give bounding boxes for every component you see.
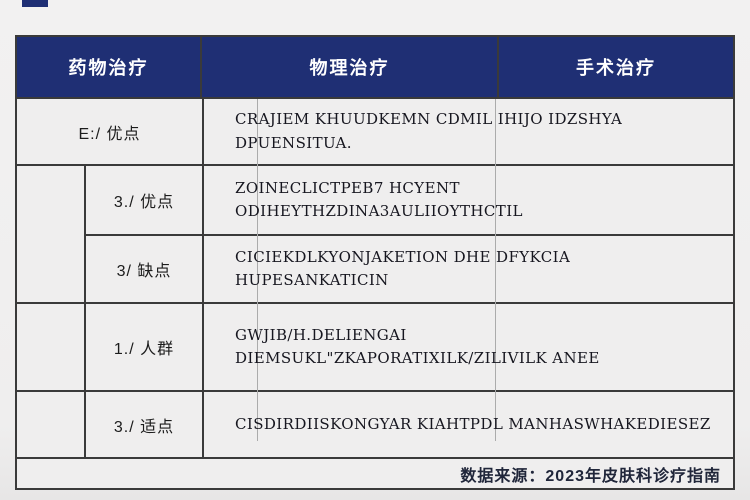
row-content: CRAJIEM KHUUDKEMN CDMIL IHIJO IDZSHYA DP…: [204, 99, 733, 164]
header-physical-therapy: 物理治疗: [202, 37, 499, 97]
row-content: GWJIB/H.DELIENGAI DIEMSUKL"ZKAPORATIXILK…: [204, 304, 733, 390]
table-header-row: 药物治疗 物理治疗 手术治疗: [17, 37, 733, 97]
row-content-text: CISDIRDIISKONGYAR KIAHTPDL MANHASWHAKEDI…: [235, 414, 711, 433]
row-label: 3./ 适点: [86, 392, 202, 457]
row-label: 1./ 人群: [86, 304, 202, 390]
row-content-text: ZOINECLICTPEB7 HCYENT ODIHEYTHZDINA3AULI…: [235, 178, 523, 220]
row-content-text: CRAJIEM KHUUDKEMN CDMIL IHIJO IDZSHYA DP…: [235, 110, 623, 152]
row-group-spacer: [17, 166, 84, 302]
row-label: 3./ 优点: [86, 166, 202, 234]
row-content-text: CICIEKDLKYONJAKETION DHE DFYKCIA HUPESAN…: [235, 247, 571, 289]
treatment-comparison-table: 药物治疗 物理治疗 手术治疗 E:/ 优点 CRAJIEM KHUUDKEMN …: [15, 35, 735, 490]
data-source-note: 数据来源：2023年皮肤科诊疗指南: [17, 459, 733, 488]
table-body: E:/ 优点 CRAJIEM KHUUDKEMN CDMIL IHIJO IDZ…: [17, 97, 733, 488]
row-content: CISDIRDIISKONGYAR KIAHTPDL MANHASWHAKEDI…: [204, 392, 733, 457]
row-label: 3/ 缺点: [86, 236, 202, 302]
page-edge-decoration: [22, 0, 48, 7]
row-content-text: GWJIB/H.DELIENGAI DIEMSUKL"ZKAPORATIXILK…: [235, 325, 600, 367]
row-spacer: [17, 392, 84, 457]
header-drug-therapy: 药物治疗: [17, 37, 202, 97]
header-surgical-therapy: 手术治疗: [576, 58, 656, 78]
row-content: ZOINECLICTPEB7 HCYENT ODIHEYTHZDINA3AULI…: [204, 166, 733, 234]
row-spacer: [17, 304, 84, 390]
row-content: CICIEKDLKYONJAKETION DHE DFYKCIA HUPESAN…: [204, 236, 733, 302]
row-label: E:/ 优点: [17, 99, 202, 164]
